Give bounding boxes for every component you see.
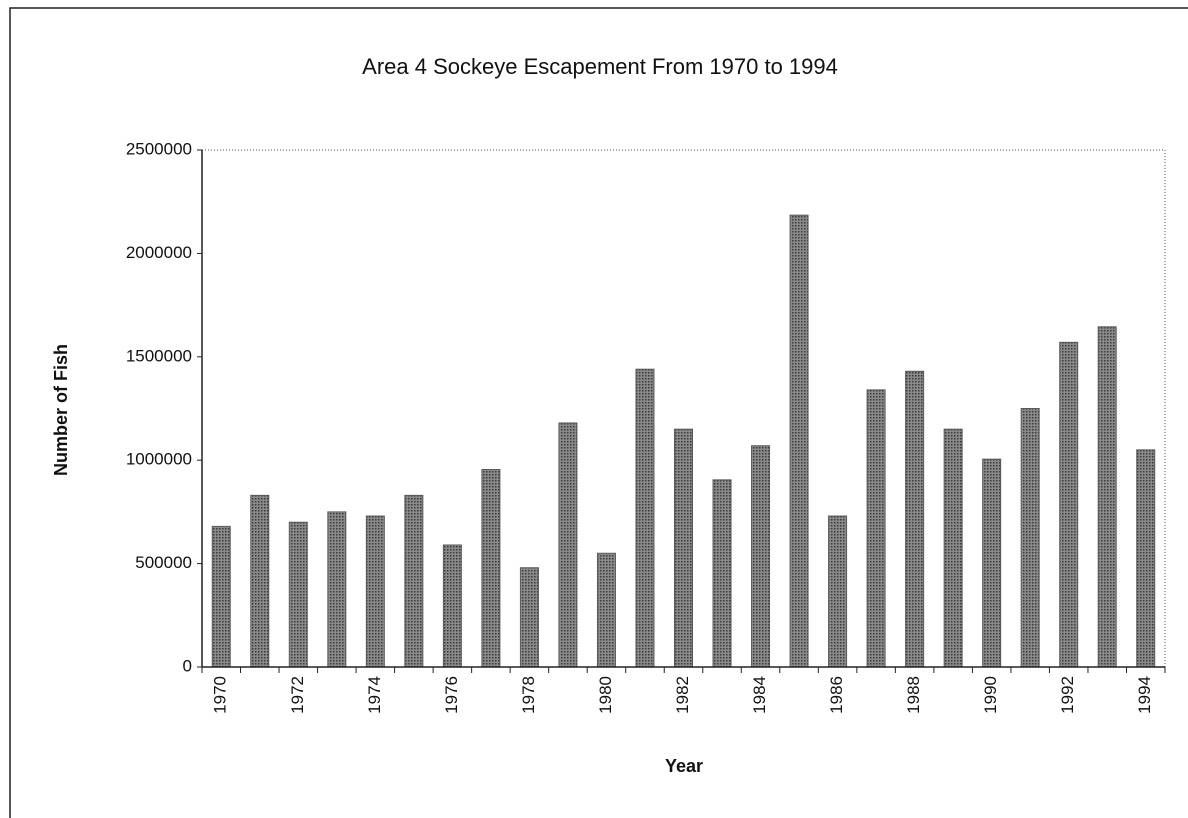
x-axis-title: Year xyxy=(665,756,703,776)
x-tick-label: 1990 xyxy=(981,676,1000,714)
bar xyxy=(1059,341,1079,668)
bar xyxy=(1097,326,1117,668)
bar xyxy=(250,494,270,668)
bar xyxy=(943,428,963,668)
bar xyxy=(365,515,385,668)
bar xyxy=(1020,408,1040,668)
bar xyxy=(751,445,771,668)
bar xyxy=(789,214,809,668)
plot-border xyxy=(202,149,1166,667)
x-tick-label: 1982 xyxy=(673,676,692,714)
bar xyxy=(596,552,616,668)
frame xyxy=(9,7,1188,818)
bar xyxy=(442,544,462,668)
bar xyxy=(982,458,1002,668)
bar xyxy=(288,521,308,668)
x-tick-label: 1994 xyxy=(1135,676,1154,714)
y-tick-label: 2000000 xyxy=(126,243,192,262)
bar xyxy=(404,494,424,668)
x-tick-label: 1986 xyxy=(827,676,846,714)
x-tick-label: 1992 xyxy=(1058,676,1077,714)
bar xyxy=(327,511,347,668)
x-tick-label: 1972 xyxy=(288,676,307,714)
x-tick-label: 1980 xyxy=(596,676,615,714)
bar xyxy=(558,422,578,668)
bar xyxy=(635,368,655,668)
x-tick-label: 1970 xyxy=(211,676,230,714)
bar xyxy=(866,389,886,668)
x-tick-label: 1974 xyxy=(365,676,384,714)
x-tick-label: 1978 xyxy=(519,676,538,714)
bar xyxy=(519,567,539,668)
x-tick-label: 1984 xyxy=(750,676,769,714)
bar xyxy=(481,469,501,668)
y-tick-label: 1000000 xyxy=(126,450,192,469)
y-tick-label: 0 xyxy=(183,656,192,675)
bar xyxy=(905,370,925,668)
x-tick-label: 1988 xyxy=(904,676,923,714)
bar xyxy=(211,525,231,668)
y-tick-label: 500000 xyxy=(135,553,192,572)
bar xyxy=(1136,449,1156,668)
x-tick-label: 1976 xyxy=(442,676,461,714)
y-tick-label: 2500000 xyxy=(126,139,192,158)
y-axis-title: Number of Fish xyxy=(51,344,71,476)
bar xyxy=(674,428,693,668)
y-tick-label: 1500000 xyxy=(126,346,192,365)
chart-title: Area 4 Sockeye Escapement From 1970 to 1… xyxy=(362,54,838,79)
bar xyxy=(828,515,848,668)
bar xyxy=(712,479,732,668)
